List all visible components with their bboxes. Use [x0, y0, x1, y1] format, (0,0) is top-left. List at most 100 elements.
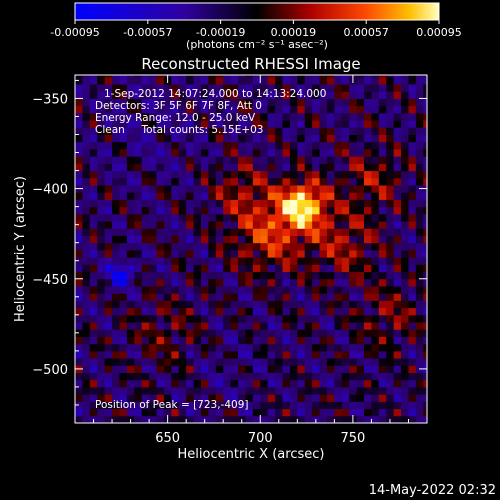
heatmap-cell — [97, 177, 106, 186]
heatmap-cell — [393, 394, 402, 402]
heatmap-cell — [149, 112, 158, 121]
heatmap-cell — [334, 242, 343, 251]
heatmap-cell — [163, 358, 172, 366]
heatmap-cell — [149, 329, 158, 337]
heatmap-cell — [326, 177, 335, 186]
heatmap-cell — [378, 249, 387, 258]
heatmap-cell — [304, 322, 313, 330]
heatmap-cell — [282, 221, 291, 229]
heatmap-cell — [386, 350, 395, 359]
heatmap-cell — [386, 336, 395, 345]
heatmap-cell — [260, 350, 269, 359]
heatmap-cell — [312, 365, 321, 374]
heatmap-cell — [275, 336, 283, 345]
heatmap-cell — [208, 300, 217, 309]
heatmap-cell — [289, 148, 298, 157]
heatmap-cell — [223, 177, 232, 186]
heatmap-cell — [378, 257, 387, 265]
heatmap-cell — [126, 91, 135, 99]
heatmap-cell — [223, 329, 232, 337]
heatmap-cell — [230, 206, 239, 215]
heatmap-cell — [163, 84, 172, 92]
heatmap-cell — [230, 293, 239, 301]
heatmap-cell — [149, 206, 158, 215]
heatmap-cell — [364, 386, 372, 395]
heatmap-cell — [223, 271, 232, 280]
heatmap-cell — [149, 408, 158, 417]
heatmap-cell — [156, 163, 165, 172]
heatmap-cell — [326, 293, 335, 301]
heatmap-cell — [82, 156, 91, 164]
heatmap-cell — [82, 264, 91, 273]
heatmap-cell — [178, 75, 187, 78]
heatmap-cell — [75, 120, 83, 128]
heatmap-cell — [134, 329, 143, 337]
heatmap-cell — [282, 322, 291, 330]
heatmap-cell — [334, 235, 343, 244]
heatmap-cell — [297, 120, 306, 128]
heatmap-cell — [112, 213, 120, 222]
heatmap-cell — [149, 235, 158, 244]
heatmap-cell — [282, 278, 291, 287]
heatmap-cell — [245, 170, 254, 179]
heatmap-cell — [82, 386, 91, 395]
heatmap-cell — [238, 365, 246, 374]
heatmap-cell — [186, 134, 195, 143]
heatmap-cell — [386, 242, 395, 251]
heatmap-cell — [326, 141, 335, 150]
heatmap-cell — [408, 170, 417, 179]
heatmap-cell — [245, 84, 254, 92]
heatmap-cell — [97, 75, 106, 78]
heatmap-cell — [319, 386, 328, 395]
heatmap-cell — [215, 350, 224, 359]
heatmap-cell — [378, 177, 387, 186]
heatmap-cell — [230, 91, 239, 99]
heatmap-cell — [289, 242, 298, 251]
heatmap-cell — [238, 336, 246, 345]
heatmap-cell — [371, 76, 380, 85]
heatmap-cell — [141, 112, 150, 121]
heatmap-cell — [252, 105, 261, 114]
heatmap-cell — [415, 76, 424, 85]
heatmap-cell — [193, 75, 202, 78]
heatmap-cell — [149, 177, 158, 186]
heatmap-cell — [149, 84, 158, 92]
heatmap-cell — [208, 322, 217, 330]
heatmap-cell — [371, 148, 380, 157]
heatmap-cell — [275, 408, 283, 417]
heatmap-cell — [386, 372, 395, 381]
heatmap-cell — [186, 249, 195, 258]
heatmap-cell — [215, 415, 224, 423]
heatmap-cell — [200, 300, 209, 309]
heatmap-cell — [208, 350, 217, 359]
heatmap-cell — [401, 285, 409, 294]
heatmap-cell — [371, 271, 380, 280]
heatmap-cell — [319, 76, 328, 85]
heatmap-cell — [252, 91, 261, 99]
heatmap-cell — [341, 228, 350, 236]
heatmap-cell — [334, 322, 343, 330]
heatmap-cell — [415, 177, 424, 186]
heatmap-cell — [89, 271, 98, 280]
heatmap-cell — [223, 105, 232, 114]
heatmap-cell — [341, 242, 350, 251]
heatmap-cell — [171, 148, 180, 157]
heatmap-cell — [245, 358, 254, 366]
heatmap-cell — [186, 394, 195, 402]
heatmap-cell — [349, 141, 358, 150]
heatmap-cell — [245, 372, 254, 381]
heatmap-cell — [134, 257, 143, 265]
heatmap-cell — [393, 120, 402, 128]
heatmap-cell — [319, 184, 328, 193]
heatmap-cell — [119, 156, 128, 164]
heatmap-cell — [364, 343, 372, 352]
heatmap-cell — [171, 350, 180, 359]
heatmap-cell — [349, 394, 358, 402]
heatmap-cell — [275, 293, 283, 301]
heatmap-cell — [393, 415, 402, 423]
heatmap-cell — [297, 322, 306, 330]
heatmap-cell — [260, 278, 269, 287]
heatmap-cell — [275, 75, 283, 78]
heatmap-cell — [393, 322, 402, 330]
heatmap-cell — [408, 379, 417, 388]
